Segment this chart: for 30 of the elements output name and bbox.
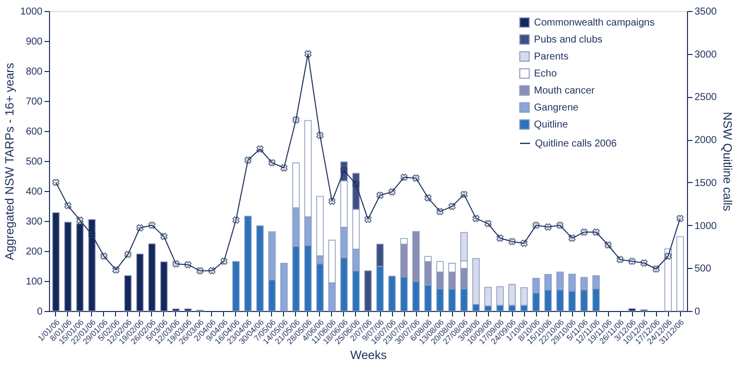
y-tick-label: 900 — [26, 36, 43, 48]
y-tick-label: 700 — [26, 96, 43, 108]
y2-tick-label: 3500 — [694, 6, 718, 18]
y2-tick-label: 2500 — [694, 92, 718, 104]
y-tick-label: 400 — [26, 186, 43, 198]
y-tick-label: 300 — [26, 216, 43, 228]
legend-label: Echo — [534, 68, 558, 80]
y-tick-label: 600 — [26, 126, 43, 138]
y2-tick-label: 1500 — [694, 178, 718, 189]
legend-label: Quitline — [534, 120, 568, 130]
legend-label: Gangrene — [534, 102, 579, 114]
y-tick-label: 500 — [26, 156, 43, 168]
x-axis-title: Weeks — [350, 348, 387, 362]
y-tick-label: 1000 — [20, 6, 43, 18]
y-tick-label: 0 — [36, 306, 43, 318]
legend-label: Commonwealth campaigns — [534, 18, 655, 28]
y-tick-label: 800 — [26, 66, 43, 78]
y2-tick-label: 2000 — [694, 135, 718, 146]
y2-tick-label: 500 — [694, 264, 712, 275]
y2-axis-title: NSW Quitline calls — [720, 112, 735, 212]
y2-tick-label: 1000 — [694, 220, 718, 232]
legend-label: Parents — [534, 52, 568, 62]
y2-tick-label: 3000 — [694, 49, 718, 60]
legend-label: Pubs and clubs — [534, 34, 602, 46]
legend-label: Mouth cancer — [534, 86, 596, 96]
y-tick-label: 200 — [26, 246, 43, 258]
y-tick-label: 100 — [26, 276, 43, 288]
y-axis-title: Aggregated NSW TARPs - 16+ years — [2, 62, 16, 260]
y2-tick-label: 0 — [694, 306, 700, 318]
legend-label: Quitline calls 2006 — [535, 138, 618, 150]
